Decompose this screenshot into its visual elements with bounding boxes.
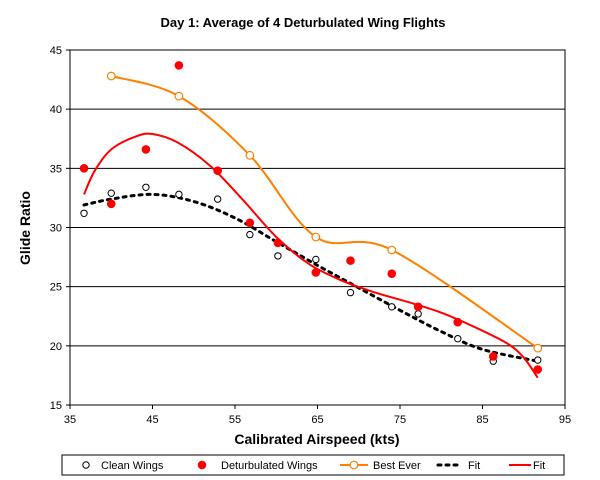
deturbulated-wings-point — [79, 164, 89, 173]
deturbulated-wings-point — [533, 365, 543, 374]
legend-label: Deturbulated Wings — [221, 460, 318, 472]
fit-line-clean — [82, 192, 540, 363]
gridlines — [70, 108, 565, 347]
x-tick-label: 75 — [394, 414, 406, 426]
clean-wings-point — [246, 230, 254, 239]
x-axis-title: Calibrated Airspeed (kts) — [234, 431, 399, 447]
clean-wings-point — [388, 303, 396, 311]
best-ever-point — [106, 71, 116, 81]
clean-wings-point — [346, 288, 355, 297]
chart-title: Day 1: Average of 4 Deturbulated Wing Fl… — [161, 15, 446, 30]
deturbulated-wings-point — [387, 269, 397, 278]
legend-label: Fit — [468, 460, 480, 472]
y-axis-title: Glide Ratio — [17, 191, 33, 265]
legend-marker — [197, 460, 207, 470]
y-tick-label: 40 — [50, 104, 62, 116]
y-tick-label: 45 — [50, 45, 62, 57]
legend-marker — [349, 460, 359, 470]
best-ever-point — [174, 91, 184, 101]
best-ever-point — [245, 150, 255, 160]
clean-wings-point — [312, 255, 320, 264]
deturbulated-wings-point — [174, 61, 184, 70]
best-ever-curve — [111, 75, 539, 350]
legend-label: Best Ever — [373, 460, 421, 472]
deturbulated-wings-point — [273, 238, 283, 248]
data-markers — [79, 61, 543, 374]
legend-clean-wings: Clean Wings — [82, 460, 164, 472]
legend: Clean Wings Deturbulated Wings Best Ever Fi… — [61, 454, 565, 476]
clean-wings-point — [274, 252, 282, 260]
best-ever-point — [533, 343, 543, 353]
deturbulated-wings-point — [141, 145, 151, 154]
x-tick-label: 45 — [146, 414, 158, 426]
fit-line-deturbulated — [83, 132, 539, 379]
x-tick-label: 65 — [311, 414, 323, 426]
y-tick-label: 20 — [50, 341, 62, 353]
clean-wings-point — [80, 209, 88, 218]
legend-fit-clean: Fit — [436, 460, 480, 472]
x-tick-label: 35 — [64, 414, 76, 426]
legend-label: Clean Wings — [101, 460, 164, 472]
y-tick-label: 35 — [50, 163, 62, 175]
clean-wings-point — [107, 189, 115, 197]
deturbulated-wings-point — [311, 268, 321, 277]
deturbulated-wings-point — [453, 317, 463, 327]
clean-wings-point — [213, 195, 222, 203]
clean-wings-point — [454, 335, 462, 343]
deturbulated-wings-point — [106, 199, 116, 209]
deturbulated-wings-point — [346, 256, 355, 265]
legend-best-ever: Best Ever — [340, 460, 421, 472]
clean-wings-point — [175, 190, 183, 199]
x-tick-label: 55 — [229, 414, 241, 426]
legend-deturbulated-wings: Deturbulated Wings — [197, 460, 318, 472]
deturbulated-wings-point — [213, 166, 222, 175]
legend-label: Fit — [533, 460, 545, 472]
y-tick-label: 30 — [50, 223, 62, 235]
axis-ticks: 15 20 25 30 35 40 45 35 45 55 65 75 85 95 — [50, 45, 571, 426]
clean-wings-point — [142, 183, 150, 191]
legend-fit-deturbulated: Fit — [509, 460, 545, 472]
legend-marker — [82, 461, 90, 469]
fit-lines — [82, 132, 540, 379]
deturbulated-wings-point — [488, 352, 498, 361]
x-tick-label: 85 — [476, 414, 488, 426]
legend-box — [61, 454, 565, 476]
clean-wings-point — [534, 356, 542, 364]
best-ever-line — [111, 75, 539, 350]
deturbulated-wings-point — [245, 218, 255, 228]
clean-wings-point — [414, 310, 422, 318]
y-tick-label: 15 — [50, 400, 62, 412]
y-tick-label: 25 — [50, 282, 62, 294]
x-tick-label: 95 — [559, 414, 571, 426]
deturbulated-wings-point — [413, 302, 423, 312]
best-ever-point — [387, 245, 397, 255]
best-ever-point — [311, 232, 321, 242]
